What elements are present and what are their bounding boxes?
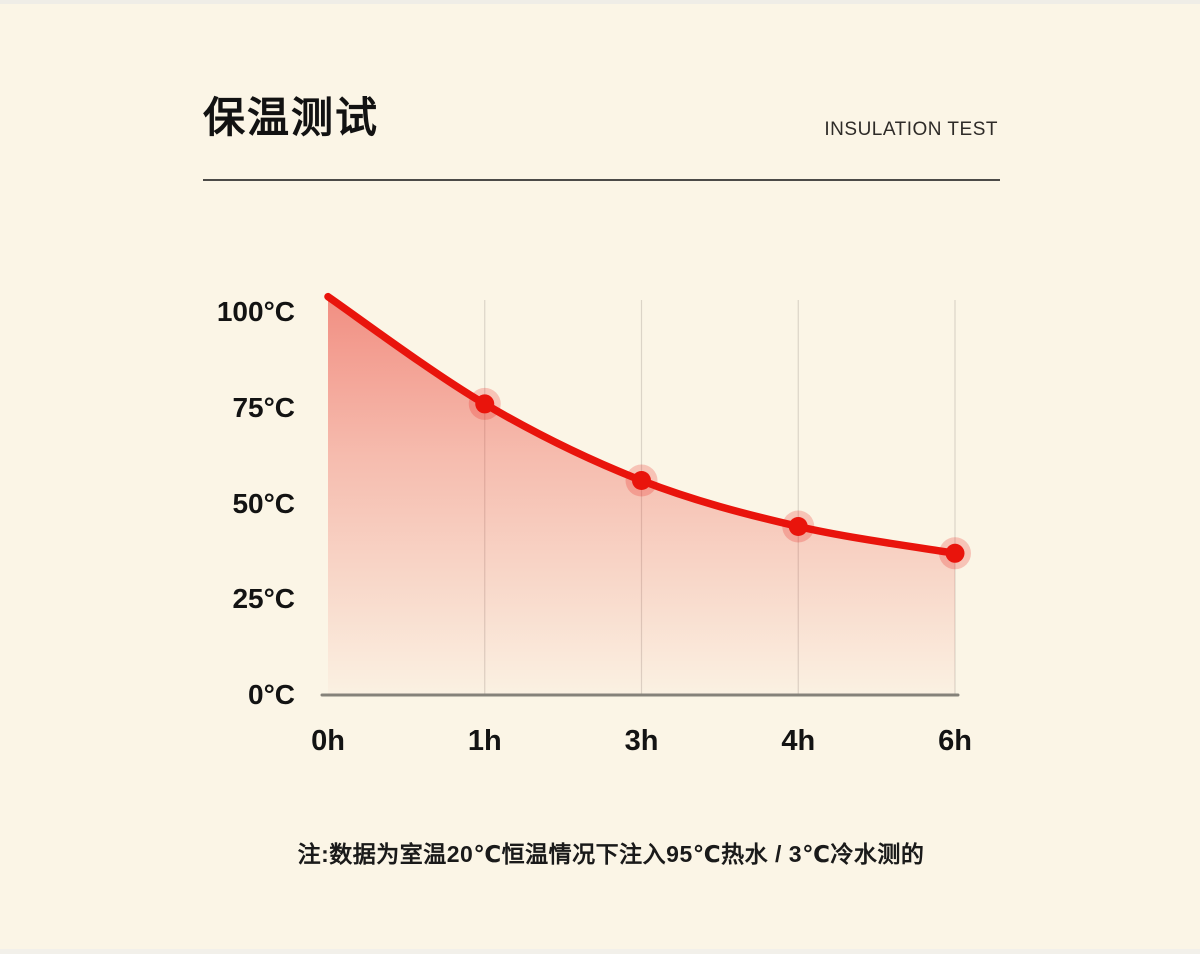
y-tick-label-50: 50°C: [232, 487, 295, 519]
y-tick-label-0: 0°C: [248, 679, 295, 710]
x-tick-label-6h: 6h: [938, 725, 972, 757]
y-tick-label-100: 100°C: [216, 296, 295, 327]
top-edge-sliver: [0, 0, 1200, 4]
x-tick-label-4h: 4h: [781, 725, 816, 757]
page-subtitle-english: INSULATION TEST: [824, 119, 998, 140]
data-point-1h: [475, 394, 495, 414]
data-point-6h: [945, 543, 965, 563]
x-tick-label-3h: 3h: [624, 725, 659, 757]
data-point-4h: [788, 516, 808, 536]
y-tick-label-25: 25°C: [232, 583, 295, 615]
x-tick-label-1h: 1h: [467, 725, 502, 757]
chart-footnote: 注:数据为室温20℃恒温情况下注入95℃热水 / 3℃冷水测的: [297, 841, 925, 867]
x-tick-label-0h: 0h: [311, 725, 345, 757]
header-divider: [203, 179, 1000, 181]
page-title: 保温测试: [203, 94, 380, 141]
area-fill: [328, 296, 955, 695]
data-point-3h: [632, 471, 651, 491]
y-tick-label-75: 75°C: [232, 391, 295, 423]
bottom-edge-sliver: [0, 949, 1200, 954]
